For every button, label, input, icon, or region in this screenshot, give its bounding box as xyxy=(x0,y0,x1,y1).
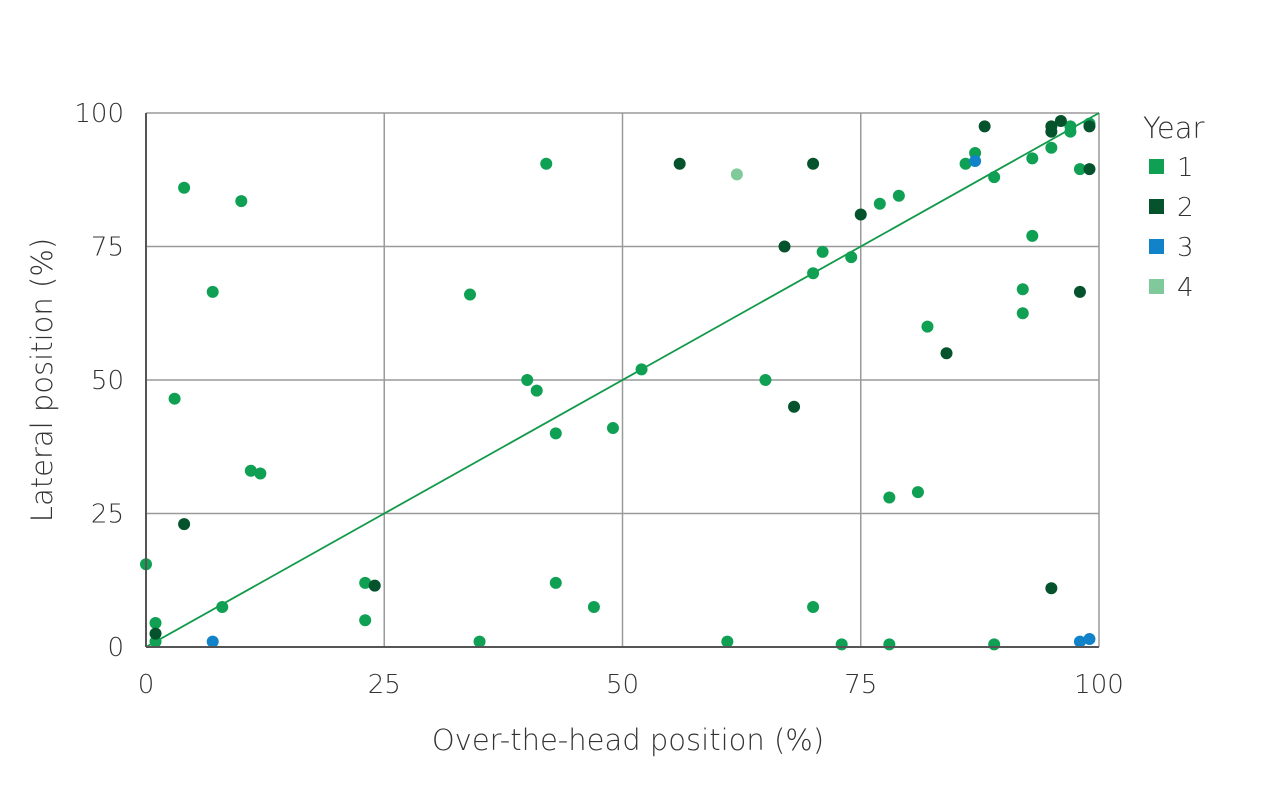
y-tick-label: 75 xyxy=(91,233,124,263)
data-point-year-1 xyxy=(845,251,858,264)
data-point-year-1 xyxy=(606,422,619,435)
data-point-year-2 xyxy=(1045,582,1058,595)
data-point-year-3 xyxy=(206,635,219,648)
data-point-year-2 xyxy=(778,240,791,253)
data-point-year-1 xyxy=(892,189,905,202)
x-tick-label: 75 xyxy=(844,670,877,700)
x-tick-label: 50 xyxy=(606,670,639,700)
data-point-year-2 xyxy=(854,208,867,221)
data-point-year-2 xyxy=(1045,125,1058,138)
data-point-year-1 xyxy=(473,635,486,648)
data-point-year-1 xyxy=(759,374,772,386)
data-point-year-1 xyxy=(816,245,829,258)
data-point-year-1 xyxy=(540,157,553,170)
data-points xyxy=(140,115,1096,651)
data-point-year-2 xyxy=(788,400,801,413)
data-point-year-2 xyxy=(1083,120,1096,133)
data-point-year-1 xyxy=(359,576,372,589)
data-point-year-1 xyxy=(635,363,648,376)
x-axis-label: Over-the-head position (%) xyxy=(432,723,824,757)
legend-label: 3 xyxy=(1177,233,1194,263)
data-point-year-1 xyxy=(1045,141,1058,154)
x-tick-label: 100 xyxy=(1074,670,1124,700)
data-point-year-2 xyxy=(1083,163,1096,176)
legend-label: 4 xyxy=(1177,273,1194,303)
data-point-year-1 xyxy=(235,195,248,208)
identity-reference-line xyxy=(145,112,1100,648)
data-point-year-2 xyxy=(1073,285,1086,298)
axes xyxy=(145,113,1099,648)
data-point-year-1 xyxy=(359,614,372,627)
data-point-year-1 xyxy=(530,384,543,397)
x-tick-labels: 0 25 50 75 100 xyxy=(138,670,1124,700)
data-point-year-2 xyxy=(149,627,162,640)
data-point-year-1 xyxy=(807,267,820,280)
data-point-year-1 xyxy=(883,491,896,504)
data-point-year-1 xyxy=(587,600,600,613)
data-point-year-1 xyxy=(1073,163,1086,176)
data-point-year-1 xyxy=(988,171,1001,184)
data-point-year-4 xyxy=(730,168,743,181)
data-point-year-2 xyxy=(807,157,820,170)
data-point-year-1 xyxy=(549,427,562,440)
legend-label: 1 xyxy=(1177,153,1194,183)
data-point-year-1 xyxy=(521,374,534,386)
data-point-year-2 xyxy=(673,157,686,170)
data-point-year-2 xyxy=(978,120,991,133)
legend-swatch xyxy=(1149,159,1164,174)
y-tick-label: 0 xyxy=(107,633,124,663)
data-point-year-2 xyxy=(1054,115,1067,128)
legend-swatch xyxy=(1149,279,1164,294)
data-point-year-1 xyxy=(959,157,972,170)
data-point-year-1 xyxy=(206,285,219,298)
data-point-year-1 xyxy=(1026,152,1039,165)
data-point-year-1 xyxy=(549,576,562,589)
data-point-year-1 xyxy=(873,197,886,210)
data-point-year-1 xyxy=(1026,229,1039,242)
data-point-year-3 xyxy=(969,155,982,168)
data-point-year-1 xyxy=(149,616,162,629)
data-point-year-1 xyxy=(216,600,229,613)
legend-items: 1 2 3 4 xyxy=(1149,153,1194,303)
data-point-year-3 xyxy=(1073,635,1086,648)
data-point-year-1 xyxy=(254,467,267,480)
data-point-year-2 xyxy=(940,347,953,360)
y-tick-label: 25 xyxy=(91,500,124,530)
data-point-year-1 xyxy=(911,486,924,499)
data-point-year-1 xyxy=(1016,283,1029,296)
data-point-year-1 xyxy=(464,288,477,301)
data-point-year-3 xyxy=(1083,632,1096,645)
x-tick-label: 0 xyxy=(138,670,155,700)
data-point-year-1 xyxy=(835,638,848,651)
data-point-year-1 xyxy=(883,638,896,651)
data-point-year-1 xyxy=(168,392,181,405)
data-point-year-1 xyxy=(921,320,934,333)
y-tick-label: 50 xyxy=(91,366,124,396)
y-axis-label: Lateral position (%) xyxy=(25,238,59,522)
legend-label: 2 xyxy=(1177,193,1194,223)
data-point-year-2 xyxy=(368,579,381,592)
data-point-year-1 xyxy=(988,638,1001,651)
y-tick-labels: 0 25 50 75 100 xyxy=(74,99,124,663)
legend: Year 1 2 3 4 xyxy=(1143,111,1204,303)
data-point-year-1 xyxy=(721,635,734,648)
data-point-year-2 xyxy=(178,518,191,531)
y-tick-label: 100 xyxy=(74,99,124,129)
data-point-year-1 xyxy=(1016,307,1029,320)
legend-title: Year xyxy=(1143,111,1204,145)
legend-swatch xyxy=(1149,239,1164,254)
x-tick-label: 25 xyxy=(368,670,401,700)
data-point-year-1 xyxy=(244,464,257,477)
data-point-year-1 xyxy=(178,181,191,194)
data-point-year-1 xyxy=(1064,125,1077,138)
data-point-year-1 xyxy=(807,600,820,613)
legend-swatch xyxy=(1149,199,1164,214)
